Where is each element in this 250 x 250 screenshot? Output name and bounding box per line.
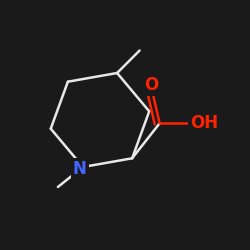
Text: OH: OH [190,114,218,132]
Text: O: O [144,76,158,94]
Text: N: N [73,160,87,178]
